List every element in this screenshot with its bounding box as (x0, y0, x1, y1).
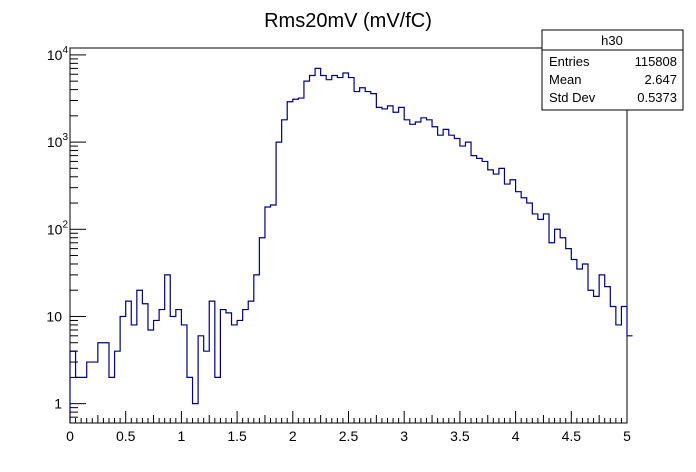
x-tick-label: 0.5 (116, 428, 136, 444)
stats-stddev-value: 0.5373 (637, 90, 677, 105)
stats-box: h30 Entries 115808 Mean 2.647 Std Dev 0.… (541, 29, 684, 111)
stats-mean-label: Mean (549, 72, 582, 87)
y-tick-label: 103 (47, 132, 69, 150)
y-tick-label: 1 (54, 396, 62, 412)
x-axis: 0 0.5 1 1.5 2 2.5 3 3.5 4 4.5 5 (66, 411, 631, 444)
stats-entries-value: 115808 (635, 54, 677, 69)
stats-box-frame (541, 29, 684, 111)
x-tick-label: 1 (178, 428, 186, 444)
stats-entries-label: Entries (549, 54, 590, 69)
x-tick-label: 4 (512, 428, 520, 444)
histogram-line (69, 67, 633, 423)
x-tick-label: 3 (400, 428, 408, 444)
stats-mean-value: 2.647 (644, 72, 677, 87)
x-tick-label: 4.5 (562, 428, 582, 444)
histogram-layer (69, 67, 633, 423)
x-tick-label: 0 (66, 428, 74, 444)
y-tick-label: 104 (47, 45, 69, 63)
chart-title: Rms20mV (mV/fC) (264, 10, 432, 32)
x-tick-label: 2.5 (339, 428, 359, 444)
x-tick-label: 1.5 (227, 428, 247, 444)
stats-stddev-label: Std Dev (549, 90, 596, 105)
x-tick-label: 5 (623, 428, 631, 444)
x-tick-label: 3.5 (450, 428, 470, 444)
y-tick-label: 102 (47, 219, 69, 237)
stats-box-name: h30 (601, 33, 623, 48)
y-tick-label: 10 (46, 308, 62, 324)
y-axis: 1 10 102 103 104 (46, 45, 86, 418)
x-tick-label: 2 (289, 428, 297, 444)
